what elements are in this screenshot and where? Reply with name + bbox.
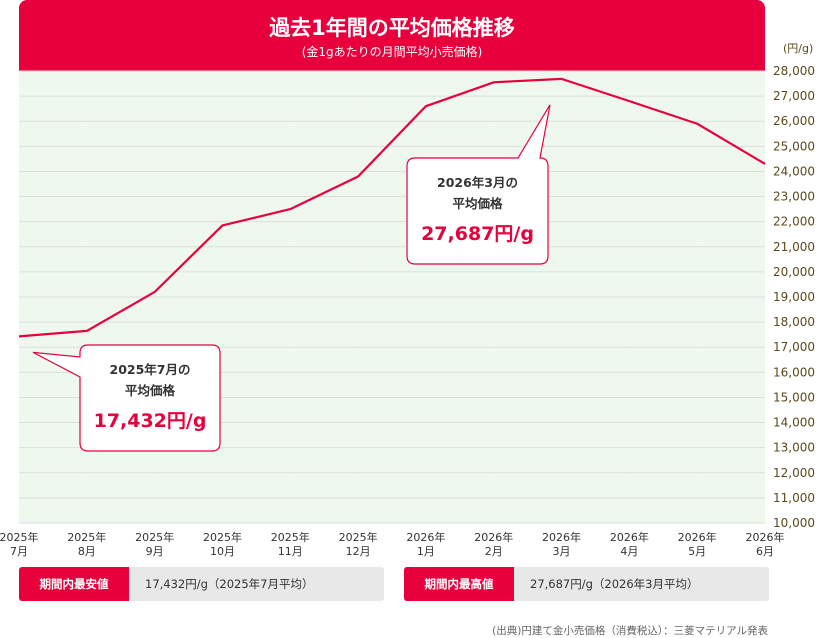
x-tick-month: 10月	[210, 545, 235, 558]
y-tick-label: 17,000	[773, 340, 815, 354]
summary-low-label: 期間内最安値	[19, 567, 129, 601]
x-tick-year: 2025年	[339, 530, 378, 544]
y-tick-label: 24,000	[773, 164, 815, 178]
x-tick-month: 7月	[10, 545, 28, 558]
callout-high-line1: 2026年3月の	[437, 175, 518, 190]
y-tick-label: 14,000	[773, 416, 815, 430]
price-line	[18, 77, 766, 338]
x-tick-year: 2025年	[271, 530, 310, 544]
x-tick-month: 3月	[553, 545, 571, 558]
callout-low-line2: 平均価格	[124, 383, 175, 398]
y-tick-label: 10,000	[773, 516, 815, 530]
x-tick-year: 2025年	[0, 530, 39, 544]
callout-low-value: 17,432円/g	[93, 410, 207, 432]
source-note: (出典)円建て金小売価格（消費税込）：三菱マテリアル発表	[492, 625, 768, 637]
x-tick-month: 8月	[78, 545, 96, 558]
callout-low-bubble	[32, 344, 221, 452]
summary-high: 期間内最高値 27,687円/g（2026年3月平均）	[404, 567, 769, 601]
y-tick-label: 22,000	[773, 215, 815, 229]
x-tick-month: 6月	[756, 545, 774, 558]
y-tick-label: 11,000	[773, 491, 815, 505]
y-tick-label: 12,000	[773, 466, 815, 480]
x-tick-month: 2月	[485, 545, 503, 558]
summary-low-value: 17,432円/g（2025年7月平均）	[145, 577, 314, 591]
y-tick-label: 15,000	[773, 390, 815, 404]
x-tick-year: 2026年	[746, 530, 785, 544]
chart-title-banner: 過去1年間の平均価格推移 (金1gあたりの月間平均小売価格)	[19, 0, 765, 71]
y-tick-label: 27,000	[773, 89, 815, 103]
summary-low: 期間内最安値 17,432円/g（2025年7月平均）	[19, 567, 384, 601]
y-tick-label: 21,000	[773, 240, 815, 254]
callout-low-line1: 2025年7月の	[109, 362, 191, 377]
chart-subtitle: (金1gあたりの月間平均小売価格)	[301, 45, 483, 59]
x-tick-year: 2025年	[67, 530, 106, 544]
callout-high: 2026年3月の 平均価格 27,687円/g	[407, 158, 548, 264]
callout-high-bubble	[406, 104, 551, 265]
x-tick-month: 12月	[346, 545, 371, 558]
x-tick-year: 2026年	[406, 530, 445, 544]
x-tick-month: 9月	[146, 545, 164, 558]
y-tick-label: 23,000	[773, 190, 815, 204]
y-tick-label: 26,000	[773, 114, 815, 128]
callout-high-value: 27,687円/g	[421, 223, 534, 245]
x-tick-year: 2026年	[610, 530, 649, 544]
x-tick-year: 2025年	[135, 530, 174, 544]
chart-title: 過去1年間の平均価格推移	[269, 16, 515, 40]
y-axis-unit: (円/g)	[783, 42, 814, 55]
y-tick-label: 20,000	[773, 265, 815, 279]
y-tick-label: 16,000	[773, 365, 815, 379]
x-tick-year: 2025年	[203, 530, 242, 544]
y-tick-label: 18,000	[773, 315, 815, 329]
y-tick-label: 28,000	[773, 64, 815, 78]
x-tick-month: 11月	[278, 545, 303, 558]
summary-high-label: 期間内最高値	[404, 567, 514, 601]
y-tick-label: 25,000	[773, 139, 815, 153]
callout-high-line2: 平均価格	[452, 196, 503, 211]
x-tick-year: 2026年	[678, 530, 717, 544]
x-tick-year: 2026年	[542, 530, 581, 544]
x-tick-month: 5月	[688, 545, 706, 558]
callout-low: 2025年7月の 平均価格 17,432円/g	[80, 345, 220, 451]
y-tick-label: 19,000	[773, 290, 815, 304]
x-tick-year: 2026年	[474, 530, 513, 544]
y-tick-label: 13,000	[773, 441, 815, 455]
x-tick-month: 4月	[620, 545, 638, 558]
x-tick-month: 1月	[417, 545, 435, 558]
summary-high-value: 27,687円/g（2026年3月平均）	[530, 577, 699, 591]
